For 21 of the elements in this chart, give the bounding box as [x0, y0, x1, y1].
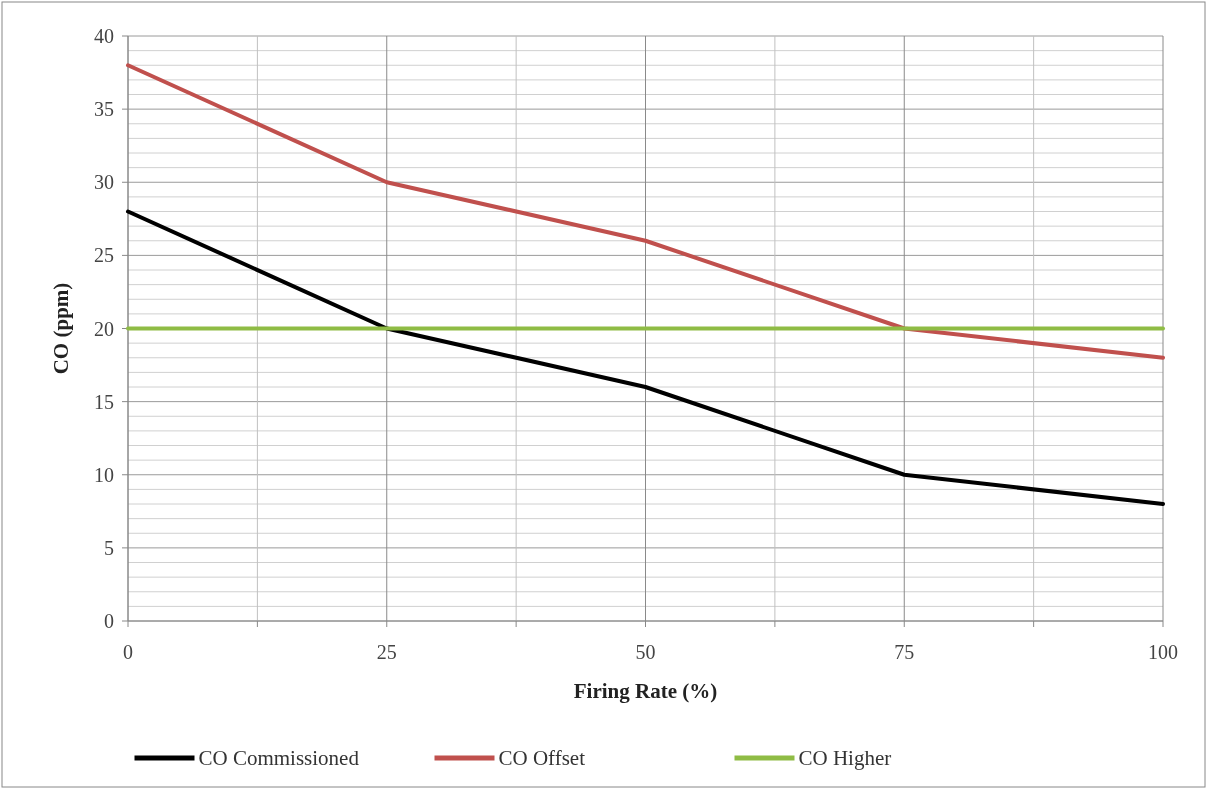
x-axis-title: Firing Rate (%) — [573, 679, 718, 703]
legend-label: CO Higher — [798, 746, 892, 771]
x-tick-label: 50 — [635, 641, 656, 663]
line-series — [126, 63, 1165, 360]
line-series — [126, 209, 1165, 506]
y-axis-title: CO (ppm) — [49, 282, 73, 375]
legend-label: CO Commissioned — [198, 746, 360, 771]
y-tick-label: 15 — [94, 390, 114, 413]
y-tick-label: 10 — [94, 463, 114, 486]
y-tick-label: 25 — [94, 244, 114, 267]
y-tick-label: 20 — [94, 317, 114, 340]
x-tick-label: 100 — [1148, 641, 1178, 663]
x-tick-label: 75 — [894, 641, 915, 663]
legend-label: CO Offset — [498, 746, 586, 771]
x-tick-label: 0 — [123, 641, 133, 663]
y-tick-label: 0 — [104, 610, 114, 632]
x-tick-label: 25 — [376, 641, 397, 663]
y-tick-label: 35 — [94, 98, 114, 121]
y-tick-label: 30 — [94, 171, 114, 194]
y-tick-label: 5 — [104, 536, 114, 559]
y-tick-label: 40 — [94, 25, 114, 47]
